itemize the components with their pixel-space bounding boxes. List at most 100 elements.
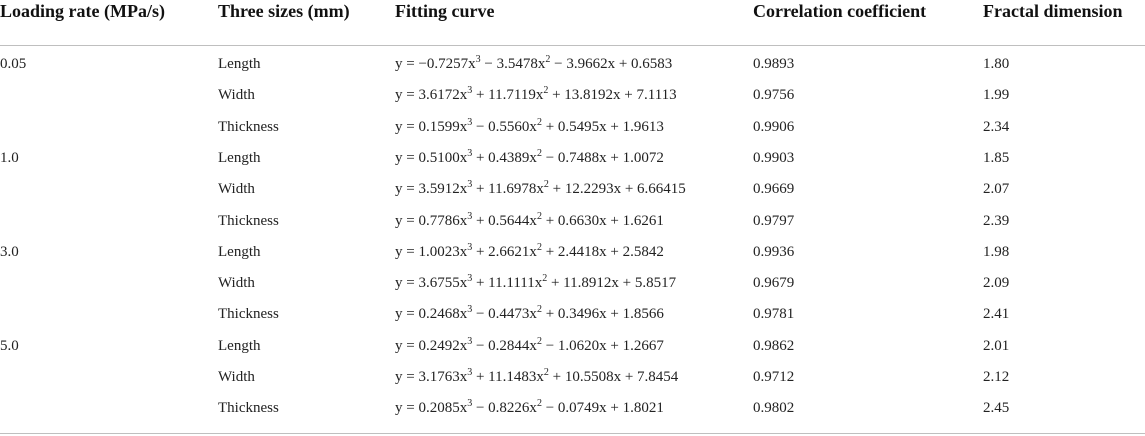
exponent: 3	[467, 367, 473, 378]
exponent: 2	[536, 116, 542, 128]
correlation: 0.9802	[753, 400, 795, 417]
exponent: 3	[467, 273, 473, 285]
equation-part: + 13.8192x + 7.1113	[548, 87, 677, 104]
fitting-curve: y = 3.5912x3 + 11.6978x2 + 12.2293x + 6.…	[395, 179, 686, 199]
equation-part: − 3.5478x	[480, 56, 546, 72]
equation-part: + 12.2293x + 6.66415	[548, 181, 686, 198]
header-rule	[0, 45, 1145, 46]
column-header: Fitting curve	[395, 1, 495, 21]
exponent: 2	[536, 335, 542, 347]
equation-part: + 11.1483x	[472, 369, 544, 385]
correlation: 0.9679	[753, 275, 795, 292]
equation-part: y = 0.2468x	[395, 306, 468, 323]
fitting-curve: y = 3.1763x3 + 11.1483x2 + 10.5508x + 7.…	[395, 367, 678, 387]
fractal-dimension: 2.34	[983, 118, 1010, 135]
equation-part: y = 3.6755x	[395, 275, 468, 292]
equation-part: − 3.9662x + 0.6583	[550, 56, 673, 72]
equation-part: − 0.7488x + 1.0072	[541, 149, 664, 166]
equation-part: + 11.1111x	[472, 275, 543, 292]
equation-part: + 11.7119x	[472, 87, 544, 104]
equation-part: + 0.4389x	[472, 149, 537, 166]
fitting-curve: y = 1.0023x3 + 2.6621x2 + 2.4418x + 2.58…	[395, 242, 664, 262]
equation-part: y = 1.0023x	[395, 243, 468, 260]
size: Width	[218, 275, 255, 292]
loading-rate: 0.05	[0, 56, 27, 72]
equation-part: y = 0.2085x	[395, 400, 468, 417]
correlation: 0.9797	[753, 212, 795, 229]
exponent: 2	[536, 210, 542, 222]
exponent: 3	[467, 335, 473, 347]
size: Length	[218, 337, 261, 354]
correlation: 0.9669	[753, 181, 795, 198]
exponent: 2	[536, 241, 542, 253]
column-header: Correlation coefficient	[753, 1, 927, 21]
exponent: 3	[467, 210, 473, 222]
equation-part: + 10.5508x + 7.8454	[548, 369, 679, 385]
correlation: 0.9712	[753, 369, 795, 385]
loading-rate: 1.0	[0, 149, 19, 166]
loading-rate: 5.0	[0, 337, 19, 354]
equation-part: + 2.4418x + 2.5842	[541, 243, 664, 260]
fractal-dimension: 2.41	[983, 306, 1010, 323]
exponent: 2	[536, 304, 542, 316]
correlation: 0.9936	[753, 243, 795, 260]
correlation: 0.9906	[753, 118, 795, 135]
equation-part: + 0.6630x + 1.6261	[541, 212, 664, 229]
exponent: 2	[543, 179, 549, 191]
size: Length	[218, 243, 261, 260]
fitting-curve: y = 0.5100x3 + 0.4389x2 − 0.7488x + 1.00…	[395, 148, 664, 168]
fractal-dimension: 1.85	[983, 149, 1010, 166]
equation-part: + 0.5495x + 1.9613	[541, 118, 664, 135]
fitting-curve: y = −0.7257x3 − 3.5478x2 − 3.9662x + 0.6…	[395, 54, 672, 74]
fractal-dimension: 1.80	[983, 56, 1010, 72]
fractal-dimension: 1.99	[983, 87, 1010, 104]
size: Width	[218, 87, 255, 104]
equation-part: − 0.5560x	[472, 118, 537, 135]
exponent: 3	[467, 85, 473, 97]
size: Thickness	[218, 118, 279, 135]
equation-part: y = 0.1599x	[395, 118, 468, 135]
equation-part: y = 3.6172x	[395, 87, 468, 104]
fitting-curve: y = 3.6755x3 + 11.1111x2 + 11.8912x + 5.…	[395, 273, 676, 293]
fractal-dimension: 1.98	[983, 243, 1010, 260]
fitting-curve: y = 0.7786x3 + 0.5644x2 + 0.6630x + 1.62…	[395, 211, 664, 231]
exponent: 3	[467, 116, 473, 128]
equation-part: y = −0.7257x	[395, 56, 476, 72]
exponent: 2	[543, 367, 549, 378]
equation-part: − 0.0749x + 1.8021	[541, 400, 664, 417]
correlation: 0.9903	[753, 149, 795, 166]
fractal-dimension: 2.45	[983, 400, 1010, 417]
equation-part: y = 0.5100x	[395, 149, 468, 166]
equation-part: − 0.2844x	[472, 337, 537, 354]
correlation: 0.9781	[753, 306, 795, 323]
equation-part: + 0.3496x + 1.8566	[541, 306, 664, 323]
fractal-dimension: 2.07	[983, 181, 1010, 198]
exponent: 2	[536, 147, 542, 159]
equation-part: + 11.6978x	[472, 181, 544, 198]
equation-part: − 0.4473x	[472, 306, 537, 323]
column-header: Three sizes (mm)	[218, 1, 350, 21]
exponent: 3	[475, 54, 481, 65]
exponent: 3	[467, 398, 473, 410]
column-header: Fractal dimension	[983, 1, 1123, 21]
fitting-curve: y = 0.1599x3 − 0.5560x2 + 0.5495x + 1.96…	[395, 117, 664, 137]
exponent: 2	[543, 85, 549, 97]
column-header: Loading rate (MPa/s)	[0, 1, 165, 21]
fitting-curve: y = 0.2492x3 − 0.2844x2 − 1.0620x + 1.26…	[395, 336, 664, 356]
exponent: 3	[467, 147, 473, 159]
bottom-rule	[0, 433, 1145, 434]
equation-part: − 0.8226x	[472, 400, 537, 417]
fractal-dimension: 2.01	[983, 337, 1010, 354]
equation-part: y = 0.7786x	[395, 212, 468, 229]
exponent: 3	[467, 304, 473, 316]
exponent: 3	[467, 179, 473, 191]
fractal-dimension: 2.12	[983, 369, 1010, 385]
fitting-curve: y = 0.2468x3 − 0.4473x2 + 0.3496x + 1.85…	[395, 304, 664, 324]
exponent: 2	[545, 54, 551, 65]
equation-part: y = 3.1763x	[395, 369, 468, 385]
size: Thickness	[218, 306, 279, 323]
exponent: 2	[536, 398, 542, 410]
fitting-curve: y = 3.6172x3 + 11.7119x2 + 13.8192x + 7.…	[395, 85, 677, 105]
exponent: 3	[467, 241, 473, 253]
